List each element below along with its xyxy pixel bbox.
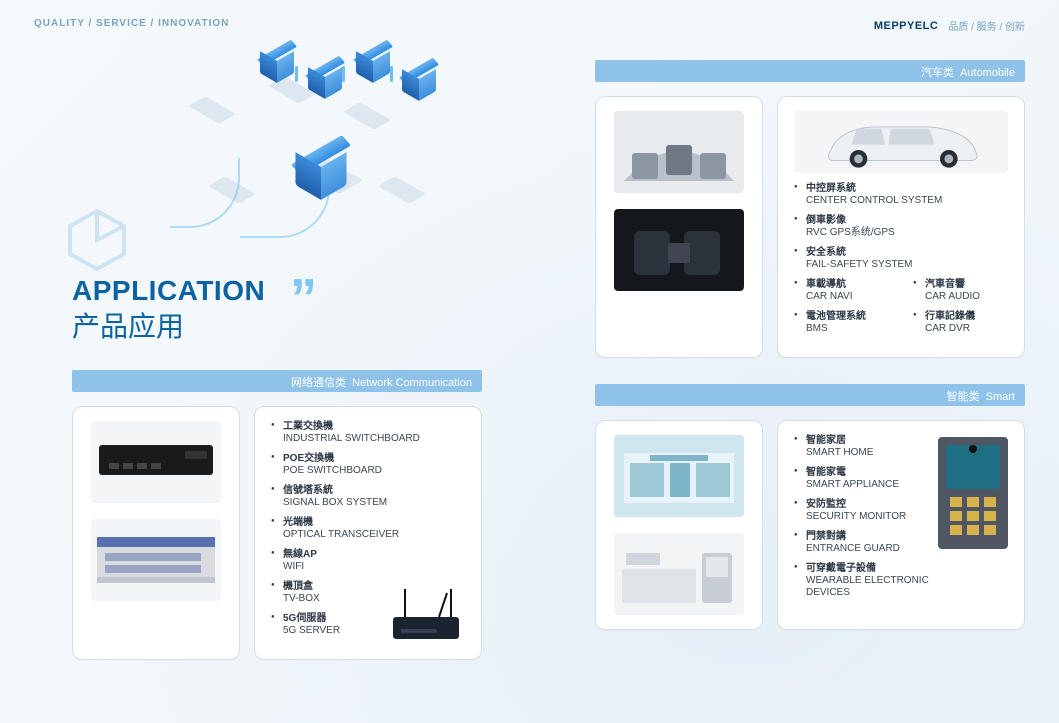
- list-item-cn: 汽車音響: [925, 279, 1008, 291]
- auto-thumbs: [595, 96, 763, 358]
- network-bar: 网络通信类 Network Communication: [72, 370, 482, 392]
- auto-list-card: 中控屏系統CENTER CONTROL SYSTEM 倒車影像RVC GPS系统/…: [777, 96, 1025, 358]
- list-item: 安全系統FAIL-SAFETY SYSTEM: [794, 247, 1008, 271]
- list-item-en: OPTICAL TRANSCEIVER: [283, 529, 465, 541]
- list-item-en: WIFI: [283, 561, 465, 573]
- list-item: 車載導航CAR NAVI: [794, 279, 889, 303]
- smart-bar-cn: 智能类: [947, 391, 980, 403]
- list-item: 汽車音響CAR AUDIO: [913, 279, 1008, 303]
- network-thumb-2: [91, 519, 221, 601]
- list-item-en: CAR DVR: [925, 323, 1008, 335]
- list-item-cn: 倒車影像: [806, 215, 1008, 227]
- list-item-cn: 中控屏系統: [806, 183, 1008, 195]
- header-right: MEPPYELC 品质 / 服务 / 创新: [874, 18, 1025, 33]
- list-item: 信號塔系統SIGNAL BOX SYSTEM: [271, 485, 465, 509]
- list-item-en: SMART HOME: [806, 447, 944, 459]
- list-item-en: SECURITY MONITOR: [806, 511, 944, 523]
- list-item-en: CAR AUDIO: [925, 291, 1008, 303]
- list-item: 智能家電SMART APPLIANCE: [794, 467, 944, 491]
- list-item: 行車記錄儀CAR DVR: [913, 311, 1008, 335]
- list-item-cn: 無線AP: [283, 549, 465, 561]
- list-item-cn: 光端機: [283, 517, 465, 529]
- list-item-en: BMS: [806, 323, 889, 335]
- auto-pair-left: 車載導航CAR NAVI 電池管理系統BMS: [794, 279, 889, 343]
- smart-thumb-kitchen: [614, 533, 744, 615]
- list-item-cn: 行車記錄儀: [925, 311, 1008, 323]
- list-item-en: FAIL-SAFETY SYSTEM: [806, 259, 1008, 271]
- list-item-cn: 安全系統: [806, 247, 1008, 259]
- list-item: POE交換機POE SWITCHBOARD: [271, 453, 465, 477]
- logo: MEPPYELC: [874, 20, 939, 32]
- list-item-en: POE SWITCHBOARD: [283, 465, 465, 477]
- list-item-en: SMART APPLIANCE: [806, 479, 944, 491]
- list-item: 智能家居SMART HOME: [794, 435, 944, 459]
- auto-pair-right: 汽車音響CAR AUDIO 行車記錄儀CAR DVR: [913, 279, 1008, 343]
- list-item-cn: 門禁對講: [806, 531, 944, 543]
- smart-bar-en: Smart: [986, 391, 1015, 403]
- list-item-en: RVC GPS系统/GPS: [806, 227, 1008, 239]
- auto-bar-cn: 汽车类: [921, 67, 954, 79]
- entrance-panel-icon: [934, 433, 1012, 553]
- list-item-en: CENTER CONTROL SYSTEM: [806, 195, 1008, 207]
- network-thumbs: [72, 406, 240, 660]
- auto-car-icon: [794, 111, 1008, 173]
- list-item: 無線APWIFI: [271, 549, 465, 573]
- list-item-cn: 工業交換機: [283, 421, 465, 433]
- section-automobile: 汽车类 Automobile: [595, 60, 1025, 358]
- network-list-card: 工業交換機INDUSTRIAL SWITCHBOARD POE交換機POE SWI…: [254, 406, 482, 660]
- list-item-en: CAR NAVI: [806, 291, 889, 303]
- section-smart: 智能类 Smart: [595, 384, 1025, 630]
- auto-bar-en: Automobile: [960, 67, 1015, 79]
- smart-bar: 智能类 Smart: [595, 384, 1025, 406]
- list-item-cn: 智能家居: [806, 435, 944, 447]
- list-item-cn: 車載導航: [806, 279, 889, 291]
- list-item-cn: 安防監控: [806, 499, 944, 511]
- list-item: 工業交換機INDUSTRIAL SWITCHBOARD: [271, 421, 465, 445]
- list-item-en: INDUSTRIAL SWITCHBOARD: [283, 433, 465, 445]
- list-item-en: ENTRANCE GUARD: [806, 543, 944, 555]
- smart-thumbs: [595, 420, 763, 630]
- list-item-cn: 智能家電: [806, 467, 944, 479]
- smart-list: 智能家居SMART HOME 智能家電SMART APPLIANCE 安防監控SEC…: [794, 435, 944, 599]
- network-thumb-1: [91, 421, 221, 503]
- auto-list-top: 中控屏系統CENTER CONTROL SYSTEM 倒車影像RVC GPS系统/…: [794, 183, 1008, 271]
- list-item: 可穿戴電子設備WEARABLE ELECTRONIC DEVICES: [794, 563, 944, 599]
- auto-thumb-interior-1: [614, 111, 744, 193]
- header-tagline: 品质 / 服务 / 创新: [948, 18, 1025, 33]
- network-bar-cn: 网络通信类: [291, 377, 346, 389]
- smart-list-card: 智能家居SMART HOME 智能家電SMART APPLIANCE 安防監控SEC…: [777, 420, 1025, 630]
- network-device-icon: [375, 583, 475, 653]
- list-item-en: SIGNAL BOX SYSTEM: [283, 497, 465, 509]
- smart-thumb-room: [614, 435, 744, 517]
- list-item: 門禁對講ENTRANCE GUARD: [794, 531, 944, 555]
- list-item: 電池管理系統BMS: [794, 311, 889, 335]
- network-bar-en: Network Communication: [352, 377, 472, 389]
- list-item: 倒車影像RVC GPS系统/GPS: [794, 215, 1008, 239]
- list-item-en: WEARABLE ELECTRONIC DEVICES: [806, 575, 944, 599]
- list-item-cn: 信號塔系統: [283, 485, 465, 497]
- list-item: 光端機OPTICAL TRANSCEIVER: [271, 517, 465, 541]
- list-item-cn: POE交換機: [283, 453, 465, 465]
- list-item-cn: 可穿戴電子設備: [806, 563, 944, 575]
- section-network: 网络通信类 Network Communication 工業交換機INDUSTR…: [72, 370, 482, 682]
- list-item-cn: 電池管理系統: [806, 311, 889, 323]
- list-item: 安防監控SECURITY MONITOR: [794, 499, 944, 523]
- auto-thumb-interior-2: [614, 209, 744, 291]
- auto-bar: 汽车类 Automobile: [595, 60, 1025, 82]
- list-item: 中控屏系統CENTER CONTROL SYSTEM: [794, 183, 1008, 207]
